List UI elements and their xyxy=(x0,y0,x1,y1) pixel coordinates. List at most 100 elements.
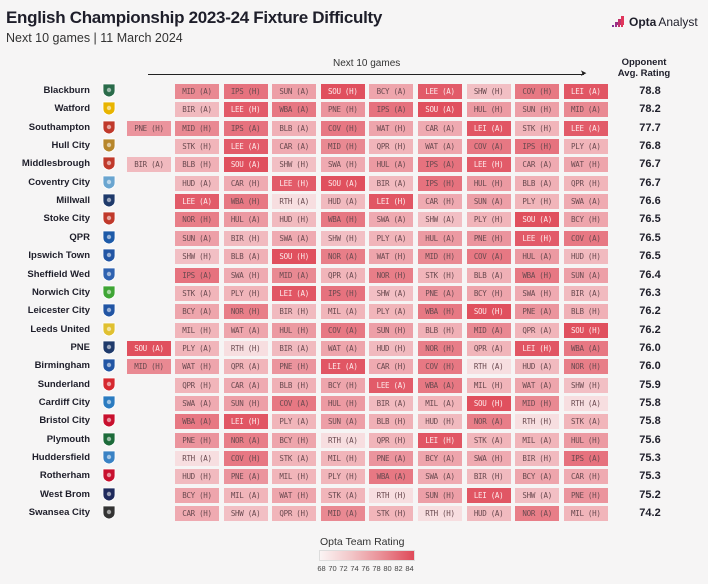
table-row: Ipswich Town SHW (H) BLB (A) SOU (H) NOR (A)… xyxy=(0,248,708,265)
table-row: Coventry City HUD (A) CAR (H) LEE (H) SOU (A… xyxy=(0,175,708,191)
fixture-cell: CAR (A) xyxy=(223,377,268,393)
fixture-cell: BLB (A) xyxy=(466,267,511,283)
team-name: Blackburn xyxy=(43,85,90,96)
fixture-cell: WBA (H) xyxy=(223,194,268,210)
fixture-cell: CAR (H) xyxy=(175,506,219,522)
team-crest-icon xyxy=(102,303,116,318)
team-name: Bristol City xyxy=(39,415,90,427)
table-row: West Brom BCY (H) MIL (A) WAT (H) STK (A) RTH… xyxy=(0,487,708,503)
table-row: Millwall LEE (A) WBA (H) RTH (A) HUD (A) LEI … xyxy=(0,193,708,210)
fixture-cell: BIR (A) xyxy=(369,175,414,191)
fixture-cell: LEI (A) xyxy=(466,120,511,136)
fixture-cell: IPS (A) xyxy=(418,157,462,173)
legend-tick-label: 72 xyxy=(339,564,348,573)
fixture-cell: PNE (A) xyxy=(223,469,268,485)
team-crest-icon xyxy=(102,468,116,483)
fixture-cell: BIR (A) xyxy=(563,285,608,301)
team-name: Birmingham xyxy=(34,360,90,372)
fixture-cell: WBA (A) xyxy=(563,340,608,356)
fixture-cell: IPS (H) xyxy=(223,84,268,99)
legend-color-scale xyxy=(319,550,415,561)
fixture-cell: STK (A) xyxy=(320,487,365,503)
fixture-cell: SUN (H) xyxy=(515,102,560,118)
team-name: Leeds United xyxy=(30,323,90,335)
fixture-cell: CAR (H) xyxy=(418,194,462,210)
fixture-cell: BIR (A) xyxy=(272,340,317,356)
fixture-cell: PLY (A) xyxy=(369,304,414,320)
opponent-avg-rating: 74.2 xyxy=(639,507,661,520)
fixture-cell: MIL (H) xyxy=(320,451,365,466)
table-row: Watford BIR (A) LEE (H) WBA (A) PNE (H) IPS (… xyxy=(0,101,708,118)
team-crest-icon xyxy=(102,156,116,171)
fixture-cell: SOU (H) xyxy=(320,84,365,99)
table-row: Stoke City NOR (H) HUL (A) HUD (H) WBA (H) SW… xyxy=(0,211,708,228)
fixture-cell: COV (A) xyxy=(466,139,511,155)
fixture-cell: BCY (H) xyxy=(563,212,608,228)
fixture-cell: HUL (H) xyxy=(466,102,511,118)
fixture-cell: HUL (A) xyxy=(418,230,462,246)
rating-header-line2: Avg. Rating xyxy=(617,68,671,79)
fixture-cell: BCY (A) xyxy=(369,84,414,99)
chart-title: English Championship 2023-24 Fixture Dif… xyxy=(6,8,383,27)
fixture-cell: COV (H) xyxy=(418,359,462,375)
fixture-cell: LEE (A) xyxy=(175,194,219,210)
fixture-cell: SWA (A) xyxy=(418,469,462,485)
fixture-cell: BLB (H) xyxy=(418,322,462,338)
fixture-cell: SWA (H) xyxy=(466,451,511,466)
fixture-cell: PNE (H) xyxy=(175,432,219,448)
fixture-cell: BCY (H) xyxy=(272,432,317,448)
fixture-cell: BCY (H) xyxy=(175,487,219,503)
fixture-cell: COV (H) xyxy=(515,84,560,99)
fixture-cell: HUL (A) xyxy=(515,249,560,265)
fixture-cell: BCY (A) xyxy=(515,469,560,485)
opponent-avg-rating: 76.4 xyxy=(639,268,661,281)
legend-title: Opta Team Rating xyxy=(320,536,405,548)
fixture-cell: SWA (A) xyxy=(369,212,414,228)
fixture-cell: SUN (H) xyxy=(369,322,414,338)
fixture-cell: BLB (H) xyxy=(272,377,317,393)
fixture-cell: NOR (H) xyxy=(563,359,608,375)
fixture-cell: WBA (A) xyxy=(272,102,317,118)
fixture-cell: PNE (A) xyxy=(418,285,462,301)
fixture-cell: LEE (A) xyxy=(563,120,608,136)
fixture-cell: WAT (H) xyxy=(563,157,608,173)
fixture-cell: WBA (A) xyxy=(418,377,462,393)
fixture-cell: SHW (A) xyxy=(223,506,268,522)
opponent-avg-rating: 76.2 xyxy=(639,323,661,336)
extra-fixture-cell: PNE (H) xyxy=(127,120,171,136)
fixture-cell: RTH (H) xyxy=(369,487,414,503)
team-name: Cardiff City xyxy=(38,396,90,408)
fixture-cell: MIL (H) xyxy=(175,322,219,338)
opponent-avg-rating: 75.2 xyxy=(639,488,661,501)
fixture-cell: NOR (A) xyxy=(515,506,560,522)
opponent-avg-rating: 75.8 xyxy=(639,415,661,428)
team-crest-icon xyxy=(102,432,116,447)
fixture-cell: WBA (A) xyxy=(175,414,219,430)
fixture-cell: MID (A) xyxy=(466,322,511,338)
table-row: Leeds United MIL (H) WAT (A) HUL (H) COV (A)… xyxy=(0,322,708,338)
fixture-cell: STK (H) xyxy=(515,120,560,136)
table-row: Norwich City STK (A) PLY (H) LEI (A) IPS (H)… xyxy=(0,285,708,301)
fixture-cell: BCY (A) xyxy=(418,451,462,466)
legend-tick-label: 82 xyxy=(394,564,403,573)
fixture-cell: BLB (A) xyxy=(223,249,268,265)
fixture-cell: MIL (H) xyxy=(272,469,317,485)
fixture-cell: MID (H) xyxy=(515,395,560,411)
fixture-cell: IPS (H) xyxy=(515,139,560,155)
team-name: Sheffield Wed xyxy=(27,268,90,280)
fixture-cell: BLB (A) xyxy=(272,120,317,136)
fixture-cell: QPR (H) xyxy=(563,175,608,191)
fixture-cell: NOR (H) xyxy=(369,267,414,283)
opponent-avg-rating: 76.2 xyxy=(639,305,661,318)
fixture-cell: HUL (H) xyxy=(466,175,511,191)
fixture-cell: SWA (A) xyxy=(175,395,219,411)
fixture-cell: RTH (A) xyxy=(272,194,317,210)
fixture-cell: LEI (H) xyxy=(369,194,414,210)
fixture-cell: QPR (H) xyxy=(369,432,414,448)
fixture-cell: SHW (A) xyxy=(369,285,414,301)
fixture-cell: COV (A) xyxy=(320,322,365,338)
fixture-cell: STK (A) xyxy=(563,414,608,430)
team-name: PNE xyxy=(70,341,90,353)
fixture-cell: IPS (A) xyxy=(175,267,219,283)
fixture-cell: QPR (A) xyxy=(466,340,511,356)
